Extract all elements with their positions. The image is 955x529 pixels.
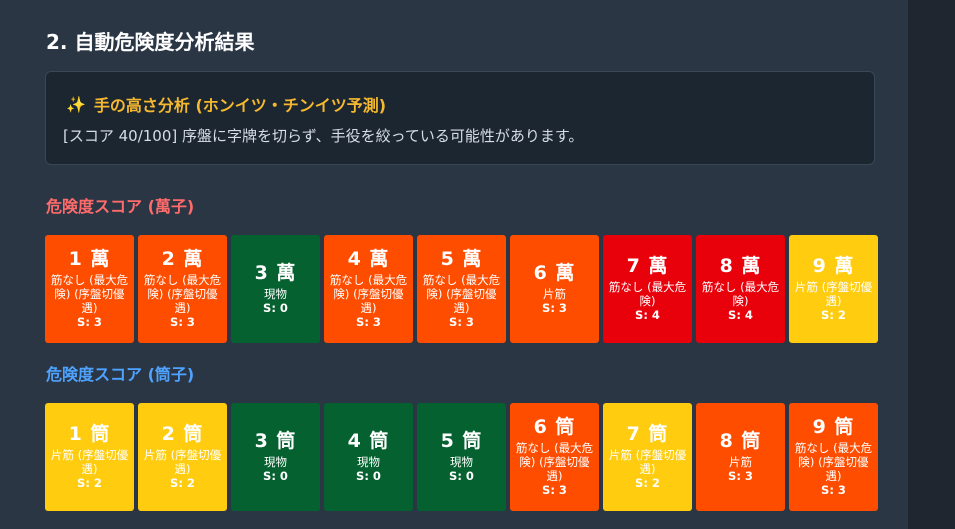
pinzu-tile-card: 9 筒筋なし (最大危険) (序盤切優遇) S: 3 <box>789 403 878 511</box>
pinzu-tile-card: 1 筒片筋 (序盤切優遇) S: 2 <box>45 403 134 511</box>
manzu-tile-card: 1 萬筋なし (最大危険) (序盤切優遇) S: 3 <box>45 235 134 343</box>
tile-score: S: 3 <box>449 315 474 329</box>
tile-name: 7 萬 <box>626 255 669 277</box>
tile-note: 片筋 (序盤切優遇) <box>794 280 873 308</box>
hand-value-analysis-box: ✨ 手の高さ分析 (ホンイツ・チンイツ予測) [スコア 40/100] 序盤に字… <box>45 71 875 165</box>
tile-note: 筋なし (最大危険) (序盤切優遇) <box>50 273 129 315</box>
manzu-tile-card: 6 萬片筋 S: 3 <box>510 235 599 343</box>
manzu-tile-card: 8 萬筋なし (最大危険) S: 4 <box>696 235 785 343</box>
tile-score: S: 0 <box>263 301 288 315</box>
pinzu-tile-card: 8 筒片筋 S: 3 <box>696 403 785 511</box>
tile-note: 筋なし (最大危険) (序盤切優遇) <box>422 273 501 315</box>
pinzu-tile-card: 2 筒片筋 (序盤切優遇) S: 2 <box>138 403 227 511</box>
tile-name: 9 筒 <box>812 416 855 438</box>
tile-note: 現物 <box>357 455 380 469</box>
tile-score: S: 4 <box>635 308 660 322</box>
tile-name: 2 萬 <box>161 248 204 270</box>
tile-score: S: 3 <box>542 483 567 497</box>
tile-name: 1 筒 <box>68 423 111 445</box>
tile-name: 7 筒 <box>626 423 669 445</box>
tile-note: 筋なし (最大危険) (序盤切優遇) <box>143 273 222 315</box>
manzu-tile-card: 5 萬筋なし (最大危険) (序盤切優遇) S: 3 <box>417 235 506 343</box>
tile-score: S: 3 <box>728 469 753 483</box>
tile-note: 筋なし (最大危険) <box>701 280 780 308</box>
tile-name: 6 筒 <box>533 416 576 438</box>
tile-name: 4 筒 <box>347 430 390 452</box>
tile-name: 9 萬 <box>812 255 855 277</box>
tile-name: 8 筒 <box>719 430 762 452</box>
tile-note: 現物 <box>450 455 473 469</box>
pinzu-tile-card: 5 筒現物 S: 0 <box>417 403 506 511</box>
tile-name: 8 萬 <box>719 255 762 277</box>
tile-score: S: 3 <box>356 315 381 329</box>
tile-score: S: 4 <box>728 308 753 322</box>
tile-note: 筋なし (最大危険) (序盤切優遇) <box>794 441 873 483</box>
tile-note: 現物 <box>264 455 287 469</box>
tile-name: 3 筒 <box>254 430 297 452</box>
tile-score: S: 2 <box>821 308 846 322</box>
tile-note: 片筋 <box>543 287 566 301</box>
pinzu-tile-card: 3 筒現物 S: 0 <box>231 403 320 511</box>
tile-score: S: 2 <box>170 476 195 490</box>
tile-score: S: 0 <box>356 469 381 483</box>
tile-note: 現物 <box>264 287 287 301</box>
pinzu-tile-card: 6 筒筋なし (最大危険) (序盤切優遇) S: 3 <box>510 403 599 511</box>
tile-note: 片筋 (序盤切優遇) <box>50 448 129 476</box>
tile-score: S: 3 <box>77 315 102 329</box>
tile-name: 2 筒 <box>161 423 204 445</box>
tile-note: 片筋 <box>729 455 752 469</box>
tile-name: 4 萬 <box>347 248 390 270</box>
pinzu-score-label: 危険度スコア (筒子) <box>46 365 195 384</box>
tile-note: 筋なし (最大危険) (序盤切優遇) <box>515 441 594 483</box>
tile-name: 5 筒 <box>440 430 483 452</box>
analysis-title: 手の高さ分析 (ホンイツ・チンイツ予測) <box>93 96 387 115</box>
tile-score: S: 3 <box>821 483 846 497</box>
tile-note: 片筋 (序盤切優遇) <box>143 448 222 476</box>
page-margin <box>908 0 955 529</box>
tile-note: 片筋 (序盤切優遇) <box>608 448 687 476</box>
tile-note: 筋なし (最大危険) <box>608 280 687 308</box>
tile-score: S: 0 <box>263 469 288 483</box>
tile-name: 5 萬 <box>440 248 483 270</box>
manzu-tile-card: 2 萬筋なし (最大危険) (序盤切優遇) S: 3 <box>138 235 227 343</box>
manzu-tile-card: 4 萬筋なし (最大危険) (序盤切優遇) S: 3 <box>324 235 413 343</box>
manzu-tile-card: 7 萬筋なし (最大危険) S: 4 <box>603 235 692 343</box>
tile-name: 3 萬 <box>254 262 297 284</box>
tile-score: S: 0 <box>449 469 474 483</box>
manzu-tile-card: 3 萬現物 S: 0 <box>231 235 320 343</box>
tile-score: S: 3 <box>170 315 195 329</box>
pinzu-tile-card: 7 筒片筋 (序盤切優遇) S: 2 <box>603 403 692 511</box>
tile-note: 筋なし (最大危険) (序盤切優遇) <box>329 273 408 315</box>
tile-score: S: 2 <box>77 476 102 490</box>
tile-score: S: 2 <box>635 476 660 490</box>
tile-score: S: 3 <box>542 301 567 315</box>
sparkles-icon: ✨ <box>66 94 86 114</box>
results-panel: 2. 自動危険度分析結果 ✨ 手の高さ分析 (ホンイツ・チンイツ予測) [スコア… <box>0 0 908 529</box>
manzu-score-label: 危険度スコア (萬子) <box>46 197 195 216</box>
manzu-tile-card: 9 萬片筋 (序盤切優遇) S: 2 <box>789 235 878 343</box>
analysis-text: [スコア 40/100] 序盤に字牌を切らず、手役を絞っている可能性があります。 <box>63 127 584 145</box>
section-heading: 2. 自動危険度分析結果 <box>46 30 255 54</box>
analysis-title-row: ✨ 手の高さ分析 (ホンイツ・チンイツ予測) <box>66 92 386 116</box>
pinzu-tile-card: 4 筒現物 S: 0 <box>324 403 413 511</box>
tile-name: 6 萬 <box>533 262 576 284</box>
tile-name: 1 萬 <box>68 248 111 270</box>
